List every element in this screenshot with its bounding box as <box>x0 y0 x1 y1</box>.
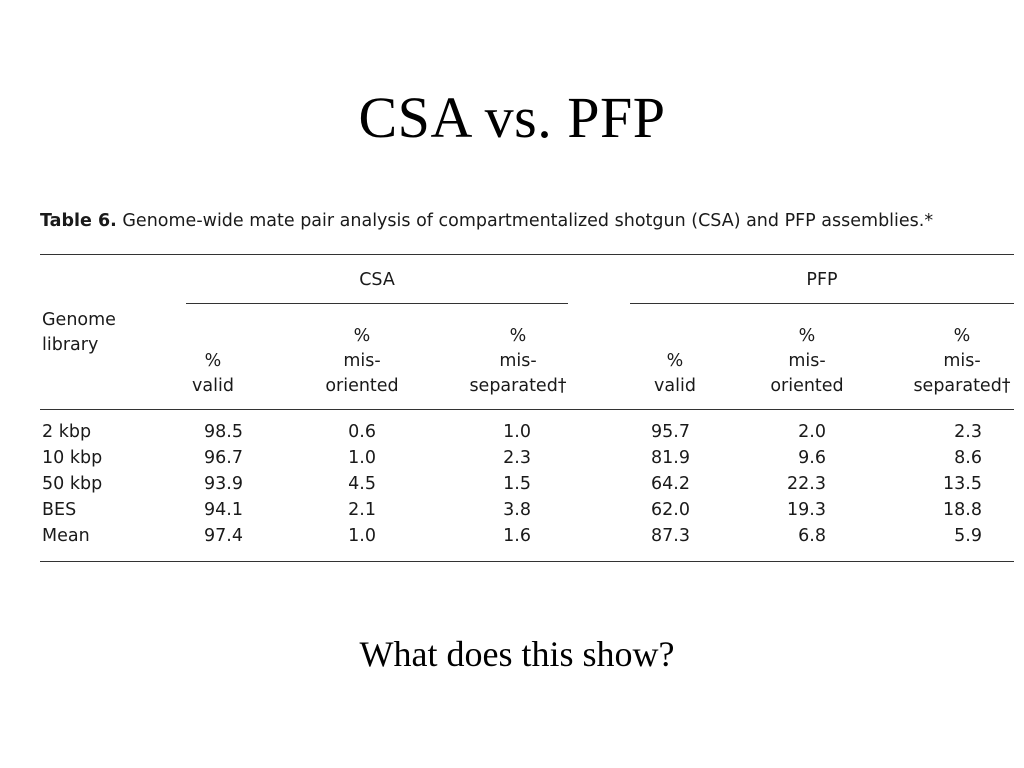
column-header-3: mis- <box>499 351 537 371</box>
slide-question: What does this show? <box>359 634 675 674</box>
column-header-4: valid <box>654 376 696 396</box>
table-cell: 87.3 <box>651 526 690 546</box>
table-cell: 1.0 <box>348 526 376 546</box>
csa-group-rule <box>186 303 568 304</box>
pfp-group-rule <box>630 303 1014 304</box>
table-cell: 6.8 <box>798 526 826 546</box>
group-label-pfp: PFP <box>806 270 838 290</box>
table-cell: 81.9 <box>651 448 690 468</box>
table-cell: 64.2 <box>651 474 690 494</box>
table-cell: 22.3 <box>787 474 826 494</box>
column-header-4: % <box>666 351 684 371</box>
column-header-6: % <box>953 326 971 346</box>
column-header-6: separated† <box>913 376 1011 396</box>
table-row-label: Mean <box>42 526 90 546</box>
table-caption: Table 6. Genome-wide mate pair analysis … <box>40 206 1014 236</box>
table-cell: 9.6 <box>798 448 826 468</box>
table-cell: 8.6 <box>954 448 982 468</box>
column-header-2: % <box>353 326 371 346</box>
table-caption-text: Genome-wide mate pair analysis of compar… <box>116 211 934 231</box>
table-caption-label: Table 6. <box>40 211 117 231</box>
column-header-2: mis- <box>343 351 381 371</box>
table-cell: 19.3 <box>787 500 826 520</box>
data-table: Table 6. Genome-wide mate pair analysis … <box>40 206 1014 562</box>
table-cell: 2.3 <box>954 422 982 442</box>
row-header-label: Genome <box>42 310 116 330</box>
table-cell: 2.1 <box>348 500 376 520</box>
table-row-label: 2 kbp <box>42 422 92 442</box>
table-row-label: 50 kbp <box>42 474 103 494</box>
table-cell: 1.5 <box>503 474 531 494</box>
table-cell: 95.7 <box>651 422 690 442</box>
table-cell: 1.6 <box>503 526 531 546</box>
header-bottom-rule <box>40 409 1014 410</box>
table-cell: 5.9 <box>954 526 982 546</box>
table-cell: 1.0 <box>348 448 376 468</box>
table-cell: 18.8 <box>943 500 982 520</box>
table-cell: 0.6 <box>348 422 376 442</box>
table-row-label: BES <box>42 500 77 520</box>
slide-title: CSA vs. PFP <box>358 85 666 150</box>
table-cell: 1.0 <box>503 422 531 442</box>
column-header-2: oriented <box>325 376 399 396</box>
table-cell: 94.1 <box>204 500 243 520</box>
column-header-1: % <box>204 351 222 371</box>
table-cell: 4.5 <box>348 474 376 494</box>
table-cell: 96.7 <box>204 448 243 468</box>
table-cell: 62.0 <box>651 500 690 520</box>
table-cell: 13.5 <box>943 474 982 494</box>
table-cell: 93.9 <box>204 474 243 494</box>
table-cell: 98.5 <box>204 422 243 442</box>
column-header-1: valid <box>192 376 234 396</box>
row-header-label: library <box>42 335 99 355</box>
column-header-5: oriented <box>770 376 844 396</box>
group-label-csa: CSA <box>359 270 395 290</box>
table-cell: 3.8 <box>503 500 531 520</box>
table-cell: 97.4 <box>204 526 243 546</box>
table-row-label: 10 kbp <box>42 448 103 468</box>
table-cell: 2.3 <box>503 448 531 468</box>
column-header-3: separated† <box>469 376 567 396</box>
column-header-3: % <box>509 326 527 346</box>
table-top-rule <box>40 254 1014 255</box>
column-header-5: mis- <box>788 351 826 371</box>
table-cell: 2.0 <box>798 422 826 442</box>
column-header-6: mis- <box>943 351 981 371</box>
table-bottom-rule <box>40 561 1014 562</box>
column-header-5: % <box>798 326 816 346</box>
